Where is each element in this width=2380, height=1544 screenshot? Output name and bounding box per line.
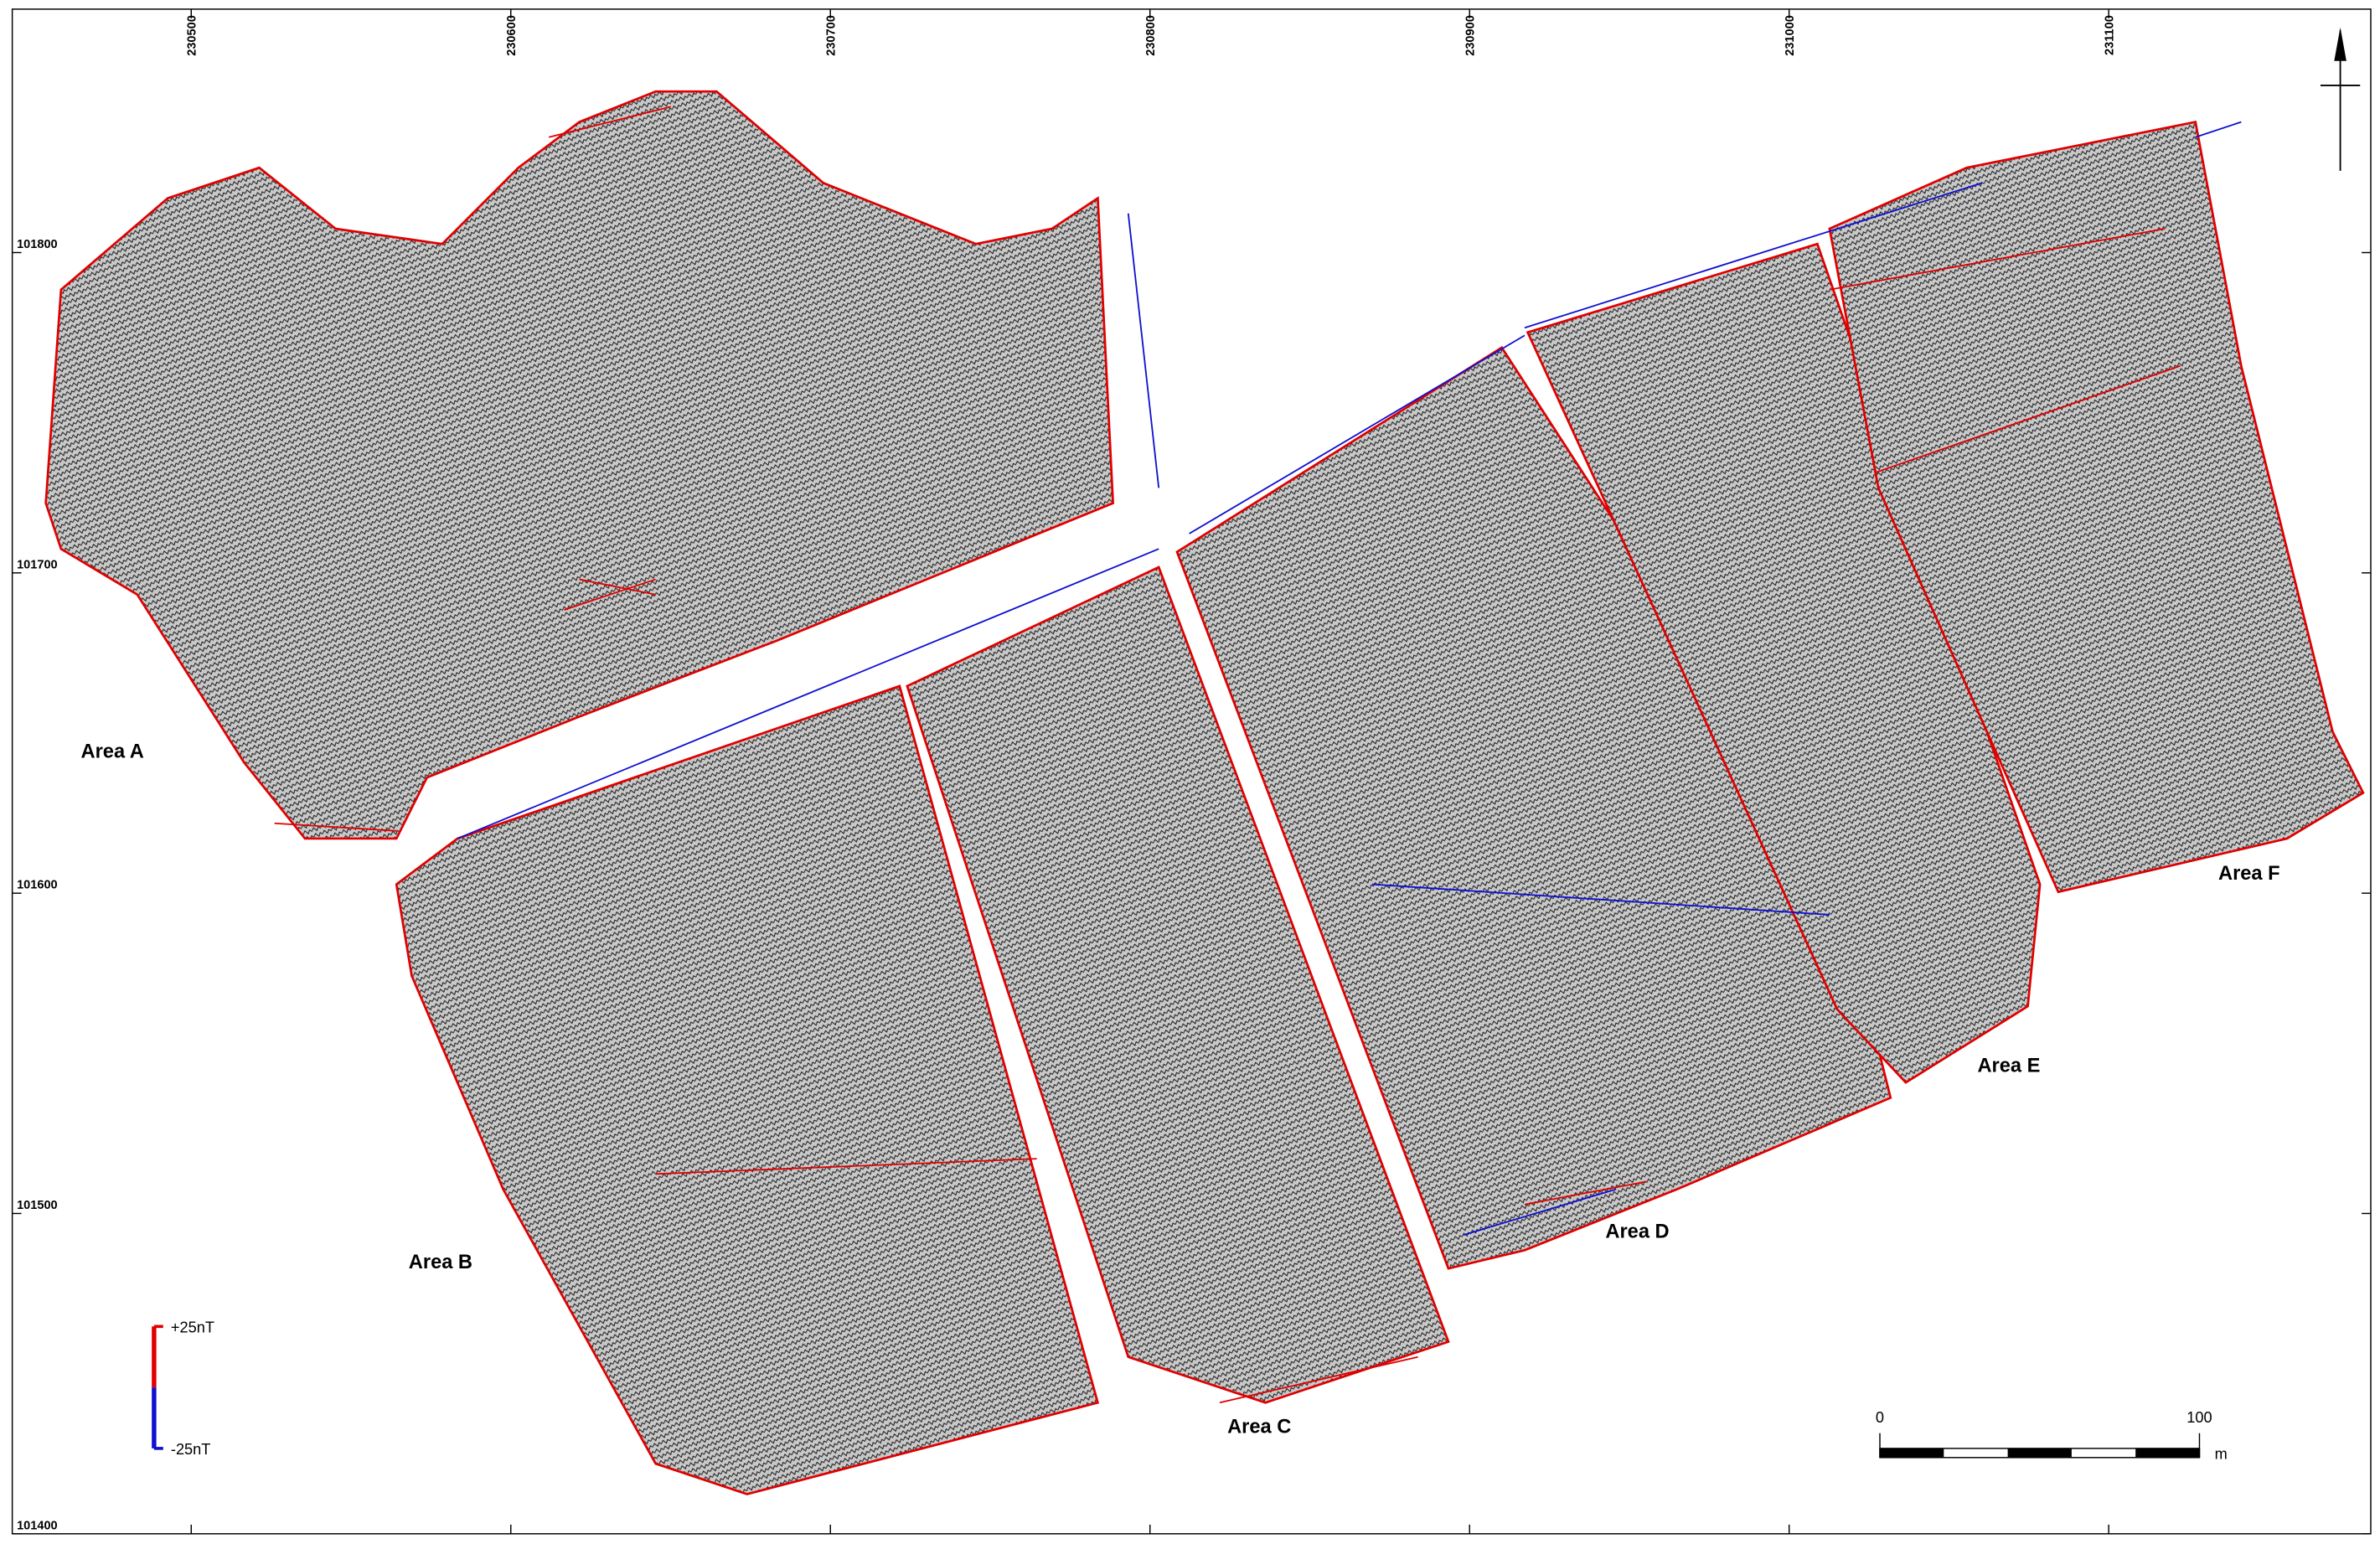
legend-high: +25nT [171,1319,214,1336]
scale-bar-unit: m [2215,1446,2228,1463]
y-tick-label: 101400 [17,1519,58,1532]
area-label: Area C [1227,1417,1291,1438]
scale-bar-segment [1880,1448,1944,1458]
survey-map: +25nT -25nT 230500 230600 230700 230800 2309… [0,0,2380,1544]
x-tick-label: 230500 [186,15,199,56]
legend-low: -25nT [171,1441,211,1458]
area-label: Area A [81,741,144,762]
x-tick-label: 230600 [505,15,519,56]
survey-areas [46,91,2363,1494]
area-label: Area B [409,1252,472,1273]
area-label: Area F [2218,863,2280,885]
north-arrow [2321,28,2360,171]
scale-bar-segment [2135,1448,2199,1458]
legend: +25nT -25nT [154,1319,214,1459]
y-tick-label: 101700 [17,558,58,571]
scale-bar-segment [2008,1448,2072,1458]
x-tick-label: 231000 [1784,15,1797,56]
x-tick-label: 230700 [825,15,839,56]
y-tick-label: 101800 [17,238,58,251]
x-tick-label: 230800 [1144,15,1158,56]
x-tick-label: 230900 [1464,15,1478,56]
y-tick-label: 101500 [17,1199,58,1212]
scale-bar-label: 100 [2186,1409,2212,1426]
page: {"map": { "xlim": [230444, 231182], "yli… [0,0,2380,1544]
area-label: Area E [1977,1055,2040,1077]
scale-bar-label: 0 [1876,1409,1884,1426]
x-tick-label: 231100 [2104,15,2117,55]
area-label: Area D [1605,1221,1669,1243]
y-tick-label: 101600 [17,879,58,892]
